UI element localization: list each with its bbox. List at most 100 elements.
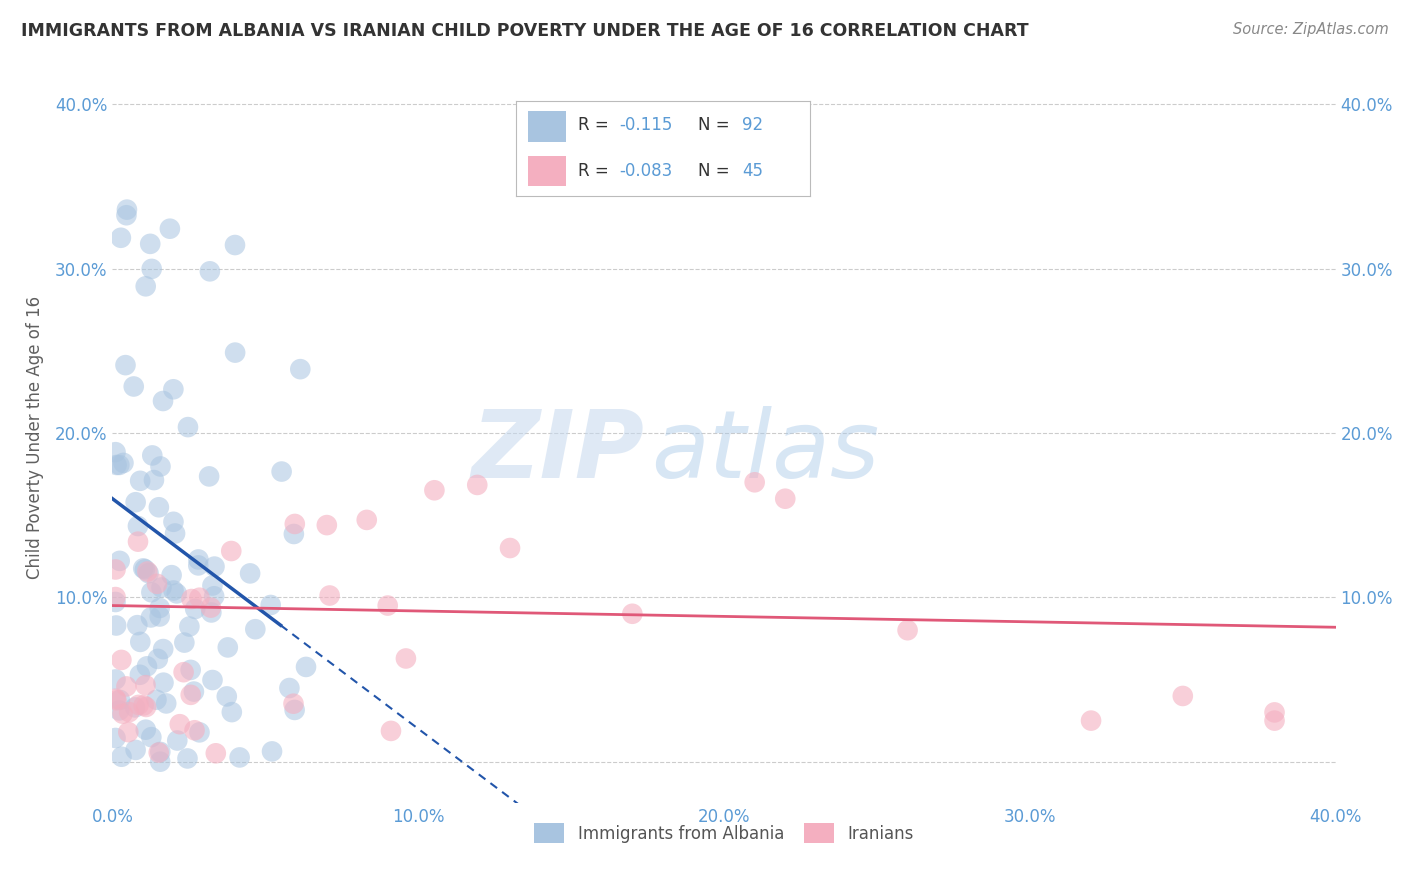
Point [135, 700, 157, 714]
Point [217, 640, 239, 655]
Point [270, 465, 292, 479]
Point [136, 565, 159, 579]
Point [124, 743, 146, 757]
Point [160, 568, 183, 582]
Point [108, 458, 131, 472]
Point [145, 692, 167, 706]
Point [104, 590, 127, 604]
Point [278, 681, 301, 695]
Point [146, 652, 169, 666]
Point [124, 495, 146, 509]
Point [166, 733, 188, 747]
Point [1264, 714, 1286, 728]
Point [283, 697, 305, 711]
Text: IMMIGRANTS FROM ALBANIA VS IRANIAN CHILD POVERTY UNDER THE AGE OF 16 CORRELATION: IMMIGRANTS FROM ALBANIA VS IRANIAN CHILD… [21, 22, 1029, 40]
Point [188, 591, 211, 605]
Point [152, 675, 174, 690]
Point [173, 665, 195, 680]
Point [127, 519, 149, 533]
Point [284, 516, 307, 531]
Point [380, 723, 402, 738]
Point [188, 725, 211, 739]
Point [127, 534, 149, 549]
Point [127, 618, 149, 632]
Point [104, 691, 127, 706]
Point [245, 622, 267, 636]
Point [129, 474, 152, 488]
Point [110, 231, 132, 245]
Point [377, 599, 399, 613]
Point [201, 673, 224, 687]
Point [162, 382, 184, 396]
Point [165, 526, 187, 541]
Point [169, 717, 191, 731]
Point [179, 619, 201, 633]
Point [215, 690, 238, 704]
Point [228, 750, 250, 764]
Point [104, 731, 127, 745]
Point [141, 261, 163, 276]
Point [105, 618, 128, 632]
Point [132, 561, 155, 575]
Point [139, 610, 162, 624]
Point [201, 578, 224, 592]
Text: ZIP: ZIP [471, 406, 644, 498]
Point [202, 589, 225, 603]
Point [105, 693, 128, 707]
Point [115, 202, 138, 217]
Point [356, 513, 378, 527]
Point [104, 445, 127, 459]
Point [155, 697, 177, 711]
Point [132, 698, 155, 713]
Point [198, 469, 221, 483]
Point [162, 583, 184, 598]
Point [128, 667, 150, 681]
Point [621, 607, 644, 621]
Point [117, 725, 139, 739]
Point [118, 705, 141, 719]
Point [141, 449, 163, 463]
Point [129, 635, 152, 649]
Point [198, 264, 221, 278]
Point [134, 678, 156, 692]
Point [239, 566, 262, 581]
Point [204, 746, 226, 760]
Point [110, 653, 132, 667]
Point [224, 238, 246, 252]
Point [180, 592, 202, 607]
Point [465, 478, 488, 492]
Y-axis label: Child Poverty Under the Age of 16: Child Poverty Under the Age of 16 [25, 295, 44, 579]
Point [104, 673, 127, 687]
Point [176, 751, 198, 765]
Point [200, 606, 222, 620]
Point [149, 459, 172, 474]
Point [224, 345, 246, 359]
Point [180, 663, 202, 677]
Point [136, 659, 159, 673]
Point [159, 221, 181, 235]
Point [149, 609, 172, 624]
Point [315, 518, 337, 533]
Point [173, 635, 195, 649]
Point [1171, 689, 1194, 703]
Point [149, 755, 172, 769]
Point [148, 500, 170, 515]
Point [104, 595, 127, 609]
Point [110, 749, 132, 764]
Point [142, 473, 165, 487]
Point [219, 544, 242, 558]
Point [1264, 706, 1286, 720]
Point [124, 700, 146, 714]
Point [166, 586, 188, 600]
Point [183, 684, 205, 698]
Point [139, 236, 162, 251]
Point [183, 723, 205, 738]
Point [128, 698, 150, 712]
Point [134, 562, 156, 576]
Point [104, 562, 127, 576]
Point [108, 693, 131, 707]
Point [148, 746, 170, 760]
Text: Source: ZipAtlas.com: Source: ZipAtlas.com [1233, 22, 1389, 37]
Point [115, 208, 138, 222]
Point [395, 651, 418, 665]
